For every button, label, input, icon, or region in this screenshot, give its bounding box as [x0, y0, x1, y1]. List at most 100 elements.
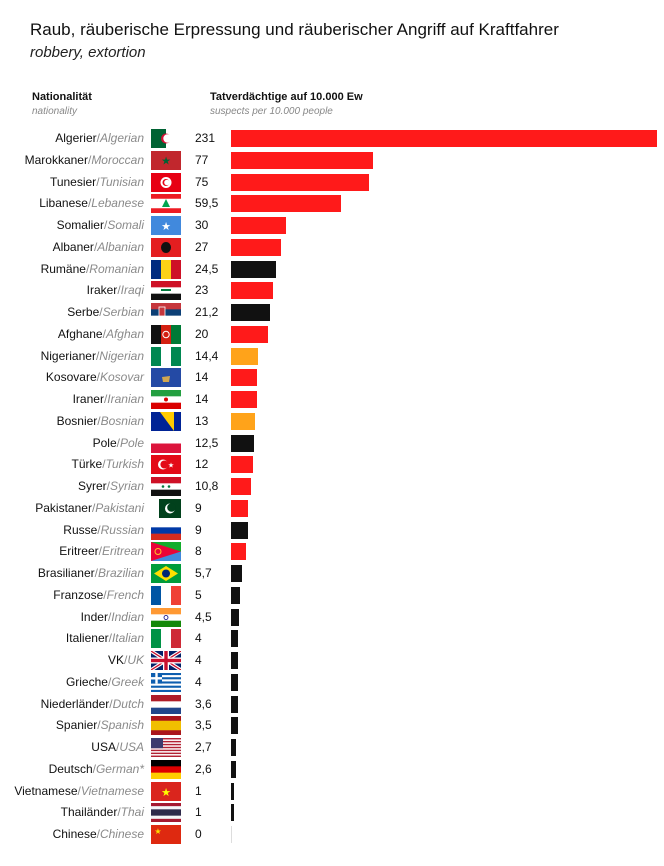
bar [231, 630, 239, 648]
value-label: 59,5 [195, 196, 219, 211]
category-label-de: Nigerianer [40, 348, 96, 363]
flag-syria-icon [151, 477, 181, 496]
bar-row: VK/UK 4 [0, 650, 664, 670]
flag-bosnia-icon [151, 411, 181, 431]
category-label-de: Eritreer [59, 544, 99, 559]
category-label-en: German* [95, 761, 144, 776]
value-label: 231 [195, 131, 216, 145]
flag-vietnam-icon: ★ [151, 781, 181, 801]
bar-row: Libanese/Lebanese 59,5 [0, 193, 664, 214]
label-separator: / [92, 761, 96, 776]
category-label-en: Serbian [102, 305, 144, 319]
flag-poland-icon [151, 433, 181, 453]
category-label-en: UK [127, 653, 144, 667]
category-label-en: French [106, 587, 144, 602]
bar [231, 499, 248, 517]
category-label-de: Bosnier [56, 413, 98, 428]
svg-text:★: ★ [168, 462, 174, 470]
label-separator: / [91, 500, 96, 515]
category-label-de: Franzose [53, 587, 104, 602]
bar [231, 521, 248, 539]
category-label-de: Kosovare [45, 370, 97, 385]
category-label: Pole/Pole [93, 436, 144, 450]
bar-row: Brasilianer/Brazilian 5,7 [0, 563, 664, 583]
category-label-en: Pakistani [95, 500, 144, 515]
bar-row: Syrer/Syrian 10,8 [0, 476, 664, 496]
value-label: 12 [195, 457, 209, 472]
label-separator: / [87, 196, 92, 211]
category-label: Brasilianer/Brazilian [38, 566, 144, 580]
category-label-de: USA [91, 740, 116, 754]
flag-germany-icon [151, 759, 181, 779]
svg-text:★: ★ [161, 154, 171, 167]
label-separator: / [109, 696, 113, 711]
flag-eritrea-icon [151, 542, 181, 562]
bar-row: USA/USA 2,7 [0, 737, 664, 757]
nationality-subheader: nationality [32, 106, 78, 117]
value-label: 14,4 [195, 348, 219, 363]
value-subheader: suspects per 10.000 people [210, 106, 333, 117]
bar-row: Pole/Pole 12,5 [0, 433, 664, 453]
value-label: 0 [195, 827, 202, 841]
flag-greece-icon [151, 672, 181, 692]
value-label: 12,5 [195, 435, 219, 450]
bar [231, 478, 251, 495]
bar [231, 543, 246, 561]
value-label: 75 [195, 174, 209, 189]
bar [231, 673, 239, 691]
bar-row: Spanier/Spanish 3,5 [0, 715, 664, 736]
bar-row: Deutsch/German* 2,6 [0, 759, 664, 779]
category-label: Kosovare/Kosovar [46, 370, 144, 384]
bar-row: Türke/Turkish ★ 12 [0, 454, 664, 475]
bar [231, 304, 271, 321]
category-label-en: Iranian [107, 392, 144, 406]
bar [231, 173, 370, 191]
category-label-en: Moroccan [91, 152, 144, 167]
category-label-de: Chinese [52, 827, 97, 841]
bar [231, 195, 341, 213]
value-header: Tatverdächtige auf 10.000 Ew [210, 91, 363, 103]
category-label-de: Algerier [55, 131, 97, 145]
category-label-de: Syrer [77, 479, 107, 493]
category-label-de: Tunesier [49, 174, 97, 189]
value-label: 9 [195, 522, 202, 537]
label-separator: / [103, 392, 108, 406]
bar [231, 782, 234, 800]
flag-usa-icon [151, 738, 181, 757]
category-label-en: Kosovar [99, 370, 144, 385]
flag-algeria-icon [151, 129, 181, 148]
flag-turkey-icon: ★ [151, 455, 181, 475]
category-label-en: Greek [111, 674, 144, 689]
label-separator: / [108, 631, 112, 646]
chart-title: Raub, räuberische Erpressung und räuberi… [30, 20, 559, 39]
bar-row: Marokkaner/Moroccan ★ 77 [0, 150, 664, 170]
label-separator: / [115, 740, 120, 754]
flag-brazil-icon [151, 564, 181, 583]
category-label-en: Dutch [112, 696, 144, 711]
value-label: 5,7 [195, 566, 212, 580]
svg-text:★: ★ [161, 786, 171, 799]
value-label: 4 [195, 674, 202, 689]
category-label-en: Albanian [97, 239, 144, 254]
category-label-de: Spanier [55, 718, 98, 733]
bar-row: Tunesier/Tunisian 75 [0, 172, 664, 192]
category-label-de: Thailänder [60, 805, 118, 820]
category-label-en: Thai [120, 805, 144, 820]
category-label: Libanese/Lebanese [39, 196, 144, 210]
label-separator: / [107, 609, 112, 624]
value-label: 13 [195, 413, 209, 428]
value-label: 2,6 [195, 761, 212, 776]
category-label-de: Russe [63, 522, 98, 537]
category-label: Pakistaner/Pakistani [35, 501, 144, 515]
bar-row: Serbe/Serbian 21,2 [0, 302, 664, 322]
category-label-de: VK [107, 653, 124, 667]
bar-row: Franzose/French 5 [0, 585, 664, 605]
value-label: 4 [195, 653, 202, 667]
flag-netherlands-icon [151, 694, 181, 714]
label-separator: / [97, 522, 101, 537]
category-label: Türke/Turkish [72, 457, 144, 471]
flag-spain-icon [151, 716, 181, 736]
category-label-en: Turkish [105, 457, 144, 472]
bar [231, 826, 232, 843]
category-label-de: Inder [80, 609, 108, 624]
